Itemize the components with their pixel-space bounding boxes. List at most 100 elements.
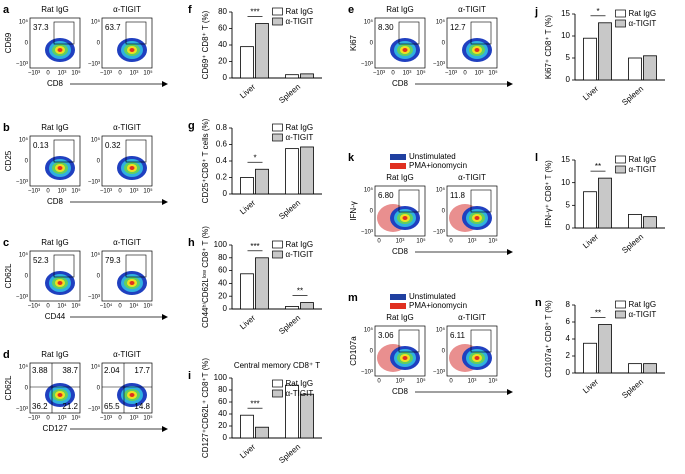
y-tick-label: 0 [566, 223, 571, 232]
arrow-head [507, 249, 513, 255]
y-tick-label: 10⁵ [19, 252, 29, 259]
y-tick-label: 15 [561, 155, 570, 164]
y-tick-label: 10⁵ [436, 19, 446, 26]
legend-label: Rat IgG [629, 9, 657, 18]
plot-title: α-TIGIT [458, 5, 486, 14]
x-tick-label: −10³ [100, 71, 112, 77]
x-tick-label: 10⁵ [416, 70, 426, 77]
bar [255, 426, 269, 439]
x-tick-label: 0 [46, 189, 50, 195]
y-tick-label: −10³ [361, 370, 373, 376]
legend-label: Rat IgG [629, 155, 657, 164]
y-axis-label: CD127⁺CD62L⁺ CD8⁺T (%) [201, 358, 210, 458]
bar [628, 57, 642, 81]
y-tick-label: 10 [561, 31, 570, 40]
bar [628, 213, 642, 229]
x-axis-label: CD8 [392, 387, 409, 396]
bar [583, 191, 597, 229]
gate [53, 254, 75, 278]
y-tick-label: −10³ [433, 230, 445, 236]
x-tick-label: 0 [449, 239, 453, 245]
y-tick-label: 0 [97, 386, 101, 392]
y-tick-label: 20 [218, 291, 227, 300]
y-tick-label: −10³ [88, 407, 100, 413]
y-tick-label: 100 [214, 240, 228, 249]
y-tick-label: 0 [97, 274, 101, 280]
y-tick-label: 20 [218, 57, 227, 66]
y-tick-label: 80 [218, 7, 227, 16]
y-tick-label: 10⁵ [19, 137, 29, 144]
legend-label: Rat IgG [629, 300, 657, 309]
x-tick-label: 0 [463, 71, 467, 77]
y-tick-label: −10³ [16, 180, 28, 186]
y-tick-label: 4 [566, 334, 571, 343]
panel-label: e [348, 4, 354, 16]
gate [125, 254, 147, 278]
gate [470, 21, 492, 45]
x-tick-label: Liver [238, 198, 257, 216]
y-tick-label: 0 [442, 349, 446, 355]
y-axis-label: Ki67 [349, 34, 358, 51]
legend-label: Rat IgG [286, 240, 314, 249]
y-axis-label: CD44ʰⁱCD62Lˡᵒʷ CD8⁺ T (%) [201, 226, 210, 328]
plot-title: Rat IgG [41, 123, 69, 132]
y-tick-label: 0.2 [216, 173, 228, 182]
x-tick-label: 10³ [130, 71, 139, 77]
gate-value: 38.7 [62, 366, 78, 375]
y-tick-label: −10³ [16, 407, 28, 413]
gate [398, 189, 420, 213]
y-axis-label: CD69⁺ CD8⁺ T (%) [201, 10, 210, 79]
x-axis-label: CD8 [392, 79, 409, 88]
y-tick-label: 0 [442, 209, 446, 215]
events [129, 48, 135, 52]
y-tick-label: 0.8 [216, 123, 228, 132]
bar [598, 177, 612, 229]
y-tick-label: 0 [97, 41, 101, 47]
gate [398, 329, 420, 353]
y-tick-label: 0 [25, 159, 29, 165]
gate-value: 0.13 [33, 141, 49, 150]
plot-title: Rat IgG [41, 5, 69, 14]
x-tick-label: 10⁵ [488, 378, 498, 385]
x-axis-label: CD127 [43, 424, 68, 433]
significance: *** [250, 399, 259, 408]
events [57, 48, 63, 52]
y-tick-label: 0 [25, 41, 29, 47]
legend-swatch [615, 9, 626, 18]
x-tick-label: Liver [581, 377, 600, 395]
x-tick-label: −10⁴ [28, 303, 41, 310]
significance: ** [595, 309, 601, 318]
bar [643, 363, 657, 374]
legend-swatch [390, 163, 406, 169]
y-tick-label: 10⁵ [436, 187, 446, 194]
plot-title: Rat IgG [386, 313, 414, 322]
bar [255, 168, 269, 195]
bar [643, 216, 657, 229]
y-tick-label: 0 [223, 304, 228, 313]
events [57, 166, 63, 170]
x-tick-label: 10³ [468, 239, 477, 245]
y-axis-label: CD25 [4, 150, 13, 171]
y-tick-label: 40 [218, 409, 227, 418]
x-tick-label: 0 [46, 416, 50, 422]
y-tick-label: 100 [214, 373, 228, 382]
bar [240, 273, 254, 310]
y-axis-label: CD25⁺CD8⁺ T cells (%) [201, 118, 210, 203]
y-tick-label: −10³ [88, 295, 100, 301]
x-tick-label: −10³ [28, 416, 40, 422]
panel-label: g [188, 120, 195, 132]
significance: *** [250, 242, 259, 251]
gate-value: 6.80 [378, 191, 394, 200]
x-tick-label: 10⁴ [129, 303, 139, 310]
y-tick-label: 0 [370, 209, 374, 215]
x-tick-label: 0 [46, 71, 50, 77]
bar [300, 73, 314, 79]
bar [240, 414, 254, 439]
x-tick-label: Spleen [620, 84, 645, 107]
panel-label: m [348, 292, 358, 304]
plot-title: Rat IgG [386, 173, 414, 182]
x-tick-label: 10⁵ [143, 188, 153, 195]
y-tick-label: 0 [223, 73, 228, 82]
y-tick-label: 10⁵ [364, 187, 374, 194]
x-tick-label: −10³ [100, 189, 112, 195]
